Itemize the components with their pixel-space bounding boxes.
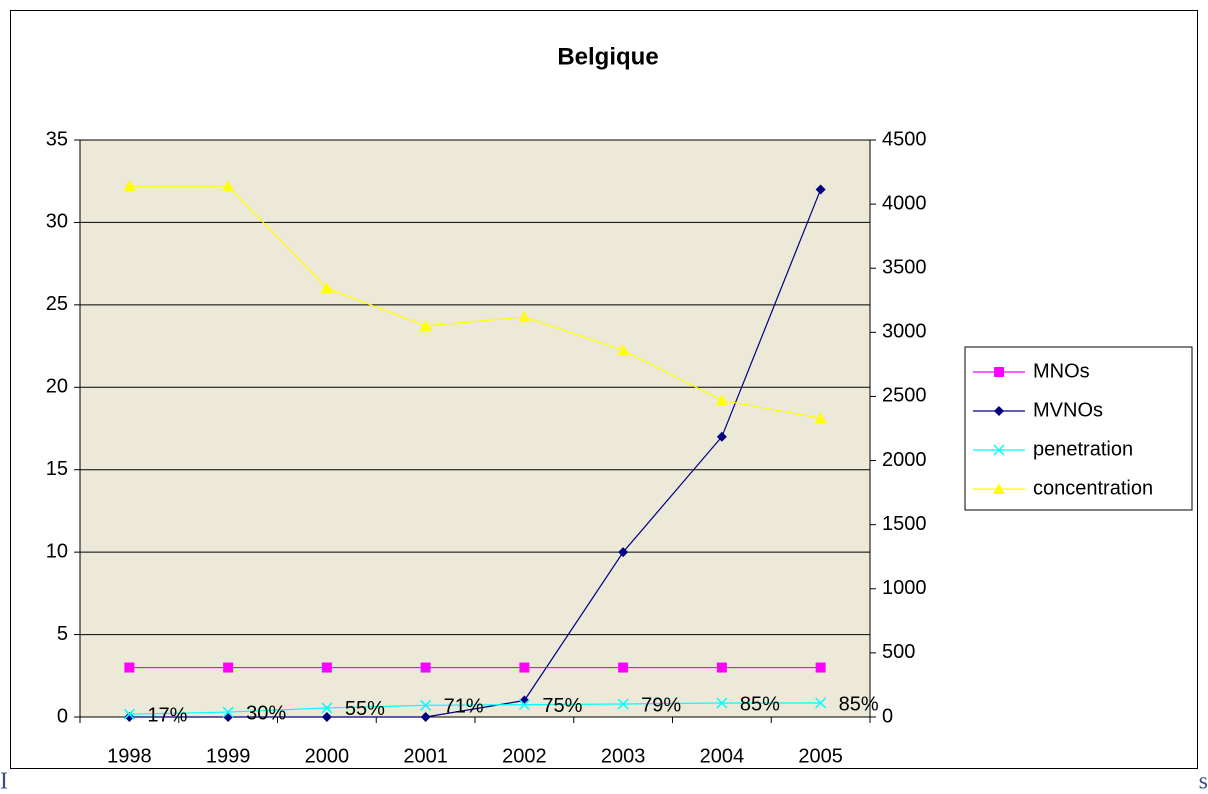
x-tick-label: 2005 <box>798 745 843 767</box>
marker <box>617 698 629 710</box>
marker <box>617 344 630 356</box>
marker <box>123 708 135 720</box>
data-label: 30% <box>246 702 286 724</box>
marker <box>618 662 629 673</box>
y2-tick-label: 4000 <box>882 192 927 214</box>
y2-tick-label: 1500 <box>882 513 927 535</box>
x-tick-label: 1999 <box>206 745 251 767</box>
chart-title: Belgique <box>557 43 658 70</box>
y-tick-label: 30 <box>46 211 68 233</box>
marker <box>518 699 530 711</box>
marker <box>993 483 1005 494</box>
data-label: 79% <box>641 694 681 716</box>
y-tick-label: 5 <box>57 623 68 645</box>
marker <box>123 180 136 192</box>
x-tick-label: 2003 <box>601 745 646 767</box>
series-line <box>129 189 822 718</box>
data-label: 85% <box>740 693 780 715</box>
x-tick-label: 2002 <box>502 745 547 767</box>
marker <box>994 367 1004 377</box>
data-label: 75% <box>542 695 582 717</box>
y2-tick-label: 4500 <box>882 128 927 150</box>
edge-text: s <box>1199 769 1208 794</box>
marker <box>420 662 431 673</box>
y-tick-label: 0 <box>57 705 68 727</box>
y2-tick-label: 0 <box>882 705 893 727</box>
marker <box>814 412 827 424</box>
marker <box>993 444 1005 456</box>
marker <box>716 697 728 709</box>
marker <box>519 662 530 673</box>
series-line <box>129 702 821 715</box>
marker <box>815 184 826 195</box>
y2-tick-label: 2500 <box>882 385 927 407</box>
y2-tick-label: 3000 <box>882 321 927 343</box>
marker <box>223 662 234 673</box>
legend-label: MVNOs <box>1033 399 1103 421</box>
y2-tick-label: 1000 <box>882 577 927 599</box>
y-tick-label: 10 <box>46 540 68 562</box>
x-tick-label: 2000 <box>305 745 350 767</box>
marker <box>222 706 234 718</box>
data-label: 85% <box>839 693 879 715</box>
marker <box>321 712 332 722</box>
x-tick-label: 2001 <box>403 745 448 767</box>
x-tick-label: 2004 <box>700 745 745 767</box>
marker <box>994 406 1004 416</box>
marker <box>124 662 135 673</box>
marker <box>716 431 727 442</box>
legend-label: concentration <box>1033 477 1153 499</box>
legend-label: MNOs <box>1033 360 1090 382</box>
marker <box>715 394 728 406</box>
plot-area <box>80 140 870 717</box>
marker <box>419 319 432 331</box>
y2-tick-label: 3500 <box>882 257 927 279</box>
data-label: 17% <box>147 704 187 726</box>
y-tick-label: 35 <box>46 128 68 150</box>
y2-tick-label: 500 <box>882 641 915 663</box>
series-line <box>129 185 821 419</box>
y-tick-label: 25 <box>46 293 68 315</box>
marker <box>518 310 531 322</box>
marker <box>420 699 432 711</box>
marker <box>618 547 629 558</box>
marker <box>815 697 827 709</box>
marker <box>420 712 431 722</box>
legend-label: penetration <box>1033 438 1133 460</box>
marker <box>716 662 727 673</box>
marker <box>222 180 235 192</box>
marker <box>321 662 332 673</box>
edge-text: I <box>0 769 8 794</box>
marker <box>815 662 826 673</box>
y2-tick-label: 2000 <box>882 449 927 471</box>
marker <box>320 282 333 294</box>
y-tick-label: 20 <box>46 376 68 398</box>
data-label: 55% <box>345 698 385 720</box>
marker <box>321 702 333 714</box>
x-tick-label: 1998 <box>107 745 152 767</box>
y-tick-label: 15 <box>46 458 68 480</box>
data-label: 71% <box>444 696 484 718</box>
